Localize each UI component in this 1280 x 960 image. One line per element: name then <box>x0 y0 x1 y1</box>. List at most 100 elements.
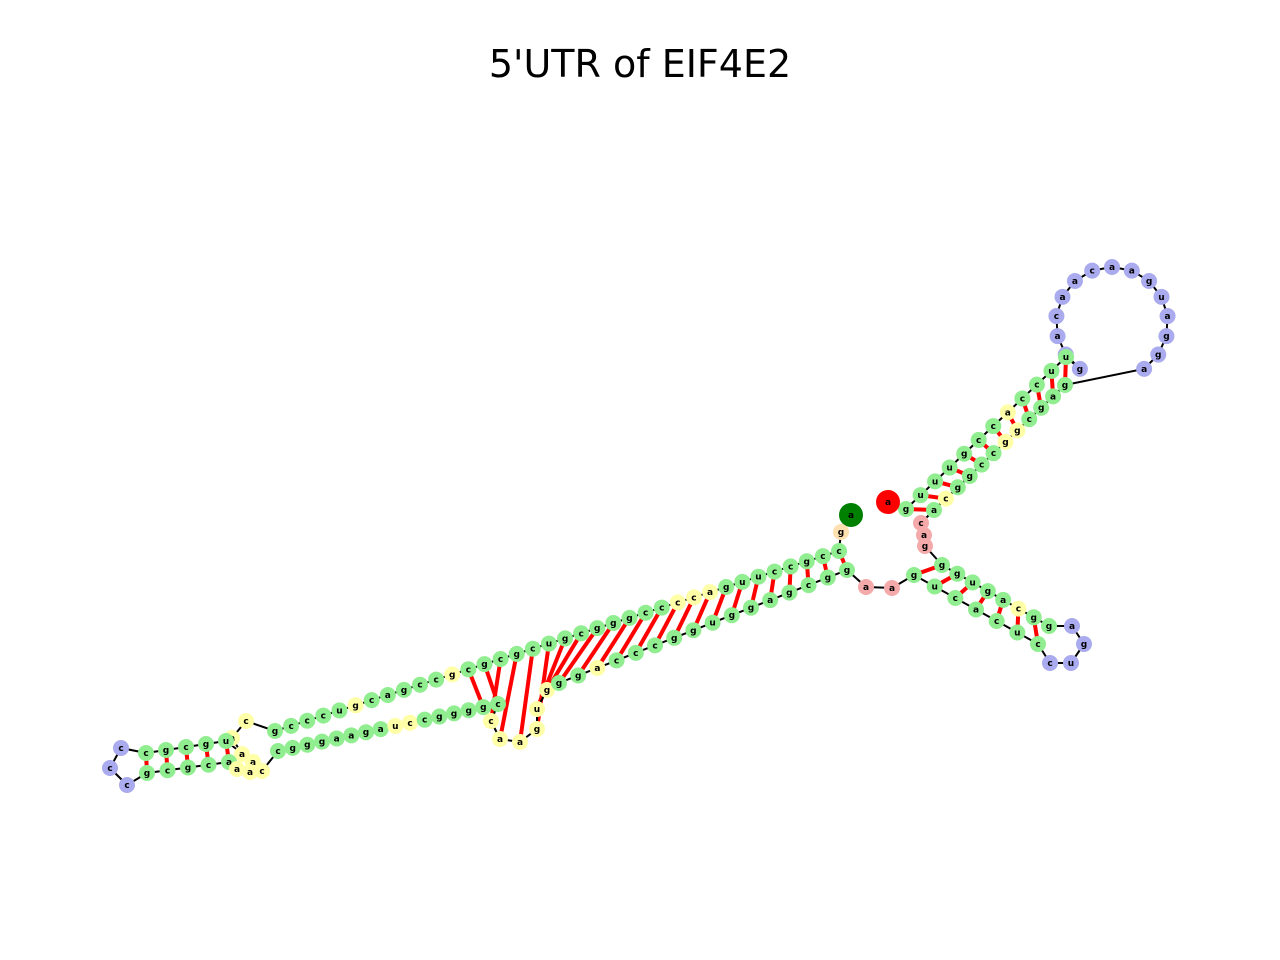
nucleotide-label: a <box>1050 392 1056 402</box>
nucleotide-106: u <box>1063 655 1079 671</box>
nucleotide-label: c <box>979 461 984 471</box>
nucleotide-81: g <box>570 667 587 684</box>
nucleotide-circle <box>898 501 914 517</box>
nucleotide-label: u <box>546 640 552 650</box>
nucleotide-circle <box>412 676 429 693</box>
nucleotide-label: u <box>709 619 715 629</box>
nucleotide-circle <box>218 733 234 749</box>
nucleotide-85: c <box>647 637 663 654</box>
nucleotide-label: c <box>143 749 148 759</box>
nucleotide-circle <box>540 635 557 652</box>
nucleotide-label: u <box>534 705 540 715</box>
nucleotide-circle <box>947 590 964 606</box>
nucleotide-75: a <box>492 731 508 747</box>
nucleotide-circle <box>743 599 759 616</box>
nucleotide-142: a <box>1054 288 1071 305</box>
nucleotide-label: u <box>969 578 975 588</box>
nucleotide-circle <box>200 756 217 773</box>
nucleotide-label: g <box>1077 365 1083 375</box>
nucleotide-57: c <box>254 763 270 779</box>
nucleotide-label: c <box>259 767 264 777</box>
nucleotide-label: g <box>729 611 735 621</box>
nucleotide-9: g <box>718 579 735 595</box>
nucleotide-label: a <box>517 738 523 748</box>
nucleotide-circle <box>913 515 929 531</box>
nucleotide-102: c <box>988 613 1005 629</box>
nucleotide-label: c <box>1020 394 1025 404</box>
nucleotide-circle <box>234 746 250 762</box>
nucleotide-143: c <box>1048 308 1065 325</box>
nucleotide-27: c <box>428 671 445 688</box>
nucleotide-37: g <box>267 723 283 739</box>
nucleotide-layer: agccgccuugaccccgggcgucgcgcgccgacgucccgca… <box>102 259 1176 793</box>
nucleotide-52: g <box>180 759 196 776</box>
nucleotide-48: c <box>102 760 118 776</box>
nucleotide-label: c <box>675 598 680 608</box>
nucleotide-circle <box>1049 328 1066 345</box>
nucleotide-118: a <box>916 527 932 543</box>
nucleotide-label: c <box>836 547 841 557</box>
nucleotide-circle <box>839 503 863 527</box>
nucleotide-label: g <box>534 725 540 735</box>
nucleotide-15: g <box>621 609 638 626</box>
nucleotide-50: g <box>139 765 155 781</box>
nucleotide-circle <box>1028 376 1045 393</box>
nucleotide-label: g <box>804 557 810 567</box>
nucleotide-88: u <box>704 614 721 631</box>
nucleotide-16: g <box>605 615 622 631</box>
nucleotide-label: g <box>144 769 150 779</box>
nucleotide-67: c <box>402 714 418 731</box>
nucleotide-label: a <box>889 584 895 594</box>
nucleotide-120: a <box>926 502 942 518</box>
nucleotide-156: u <box>927 473 944 490</box>
nucleotide-131: g <box>1057 377 1073 393</box>
nucleotide-circle <box>416 711 433 728</box>
nucleotide-circle <box>1043 362 1060 379</box>
nucleotide-61: g <box>314 733 330 750</box>
nucleotide-label: g <box>610 619 616 629</box>
nucleotide-circle <box>995 591 1012 608</box>
nucleotide-73: c <box>490 696 506 712</box>
nucleotide-label: g <box>401 686 407 696</box>
nucleotide-label: g <box>319 738 325 748</box>
nucleotide-label: u <box>1063 353 1069 363</box>
nucleotide-circle <box>557 630 574 647</box>
nucleotide-79: g <box>539 682 555 698</box>
nucleotide-label: a <box>247 768 253 778</box>
nucleotide-circle <box>283 717 300 734</box>
diagram-title: 5'UTR of EIF4E2 <box>488 42 792 86</box>
nucleotide-99: u <box>926 578 943 595</box>
nucleotide-circle <box>734 573 751 590</box>
nucleotide-26: g <box>444 666 461 683</box>
nucleotide-35: c <box>299 712 316 729</box>
nucleotide-circle <box>781 584 798 601</box>
nucleotide-circle <box>431 708 448 725</box>
nucleotide-label: c <box>422 716 427 726</box>
nucleotide-label: g <box>967 472 973 482</box>
nucleotide-25: c <box>460 661 477 678</box>
base-pair-16-81 <box>576 621 616 677</box>
nucleotide-circle <box>1010 600 1027 617</box>
nucleotide-circle <box>961 467 978 484</box>
nucleotide-circle <box>831 543 847 559</box>
nucleotide-134: g <box>1158 328 1175 345</box>
nucleotide-78: u <box>529 701 545 717</box>
nucleotide-label: c <box>943 495 948 505</box>
nucleotide-label: c <box>321 712 326 722</box>
nucleotide-82: a <box>589 659 606 676</box>
nucleotide-circle <box>1033 399 1050 416</box>
nucleotide-label: g <box>480 703 486 713</box>
nucleotide-circle <box>573 625 590 642</box>
nucleotide-132: a <box>1136 360 1153 377</box>
nucleotide-circle <box>1048 308 1065 325</box>
nucleotide-label: c <box>652 641 657 651</box>
base-pair-23-74 <box>489 658 503 722</box>
nucleotide-label: g <box>556 679 562 689</box>
nucleotide-circle <box>402 714 418 731</box>
nucleotide-101: a <box>968 601 984 618</box>
nucleotide-circle <box>653 599 670 616</box>
nucleotide-label: c <box>1034 381 1039 391</box>
nucleotide-circle <box>1021 411 1038 428</box>
nucleotide-label: c <box>433 676 438 686</box>
nucleotide-label: c <box>165 766 170 776</box>
